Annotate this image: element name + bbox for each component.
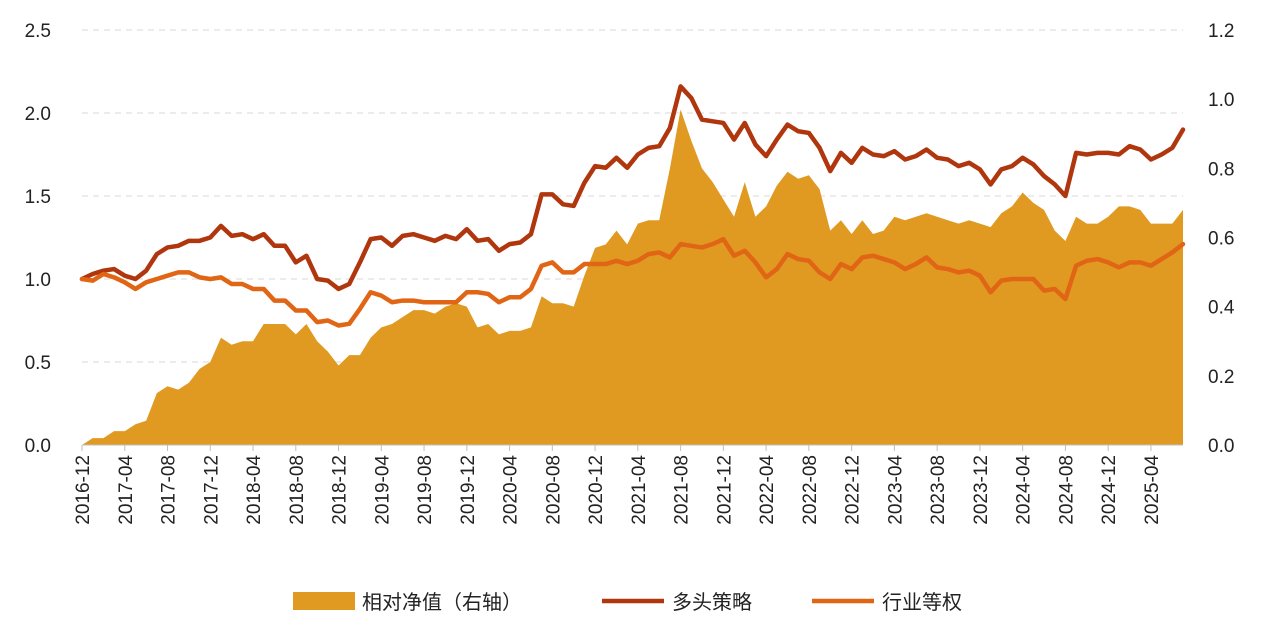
legend-label: 多头策略 [672,590,752,614]
legend: 相对净值（右轴） 多头策略 行业等权 [293,590,962,614]
x-tick-label: 2020-12 [586,455,607,525]
series-line-long-strategy [79,84,1186,292]
x-tick-label: 2018-12 [330,455,351,525]
left-tick-label: 1.5 [25,187,51,208]
x-tick-label: 2019-12 [458,455,479,525]
legend-item-relative-nav: 相对净值（右轴） [293,590,522,614]
x-tick-label: 2021-08 [672,455,693,525]
x-tick-label: 2018-08 [287,455,308,525]
right-tick-label: 0.4 [1208,298,1235,319]
x-tick-label: 2017-04 [116,455,137,525]
x-tick-label: 2020-08 [543,455,564,525]
x-tick-label: 2022-08 [800,455,821,525]
left-tick-label: 0.5 [25,353,51,374]
left-tick-label: 2.0 [25,104,51,125]
legend-item-industry-equal-weight: 行业等权 [812,590,962,614]
left-tick-label: 1.0 [25,270,51,291]
series-area-relative-nav [82,109,1183,445]
right-tick-label: 0.6 [1208,229,1234,250]
x-tick-label: 2024-04 [1014,455,1035,525]
right-tick-label: 1.0 [1208,90,1234,111]
right-tick-label: 0.2 [1208,367,1234,388]
left-tick-label: 0.0 [25,436,51,457]
legend-label: 行业等权 [882,590,962,614]
x-tick-label: 2020-04 [501,455,522,525]
area-layer [82,109,1183,445]
x-tick-label: 2022-04 [757,455,778,525]
x-tick-label: 2023-04 [885,455,906,525]
x-tick-label: 2023-08 [928,455,949,525]
x-tick-label: 2021-12 [714,455,735,525]
line-layer [79,84,1186,328]
x-tick-label: 2017-12 [201,455,222,525]
x-tick-label: 2025-04 [1142,455,1163,525]
x-tick-label: 2019-04 [372,455,393,525]
left-tick-label: 2.5 [25,21,51,42]
right-tick-label: 0.8 [1208,159,1234,180]
right-tick-label: 1.2 [1208,21,1234,42]
x-tick-label: 2018-04 [244,455,265,525]
x-tick-label: 2023-12 [971,455,992,525]
left-axis-ticks: 0.0 0.5 1.0 1.5 2.0 2.5 [25,21,51,457]
right-axis-ticks: 0.0 0.2 0.4 0.6 0.8 1.0 1.2 [1208,21,1235,457]
x-axis-ticks: 2016-12 2017-04 2017-08 2017-12 2018-04 2018-… [73,445,1163,525]
x-tick-label: 2017-08 [159,455,180,525]
legend-item-long-strategy: 多头策略 [602,590,752,614]
x-tick-label: 2016-12 [73,455,94,525]
x-tick-label: 2019-08 [415,455,436,525]
series-line-industry-equal-weight [79,236,1186,328]
legend-swatch [293,592,355,610]
x-tick-label: 2022-12 [843,455,864,525]
x-tick-label: 2024-08 [1056,455,1077,525]
x-tick-label: 2021-04 [629,455,650,525]
legend-label: 相对净值（右轴） [362,590,522,614]
x-tick-label: 2024-12 [1099,455,1120,525]
right-tick-label: 0.0 [1208,436,1234,457]
